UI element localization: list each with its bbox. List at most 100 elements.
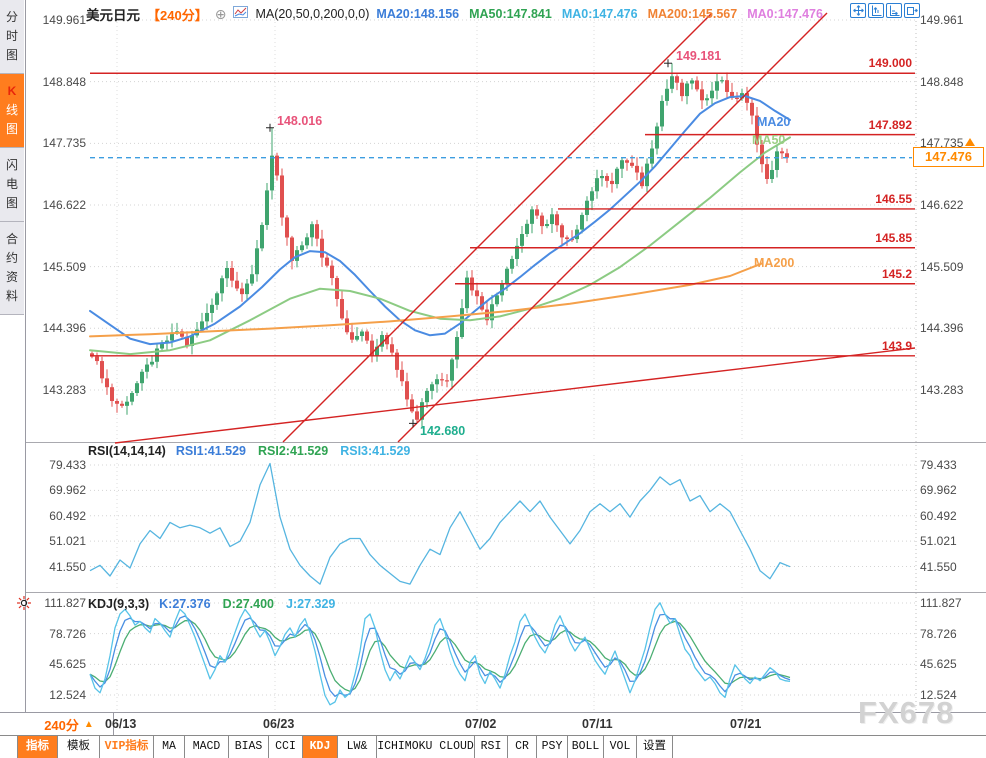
- period-dropdown-icon: ▲: [83, 718, 94, 730]
- compare-add-icon[interactable]: ⊕: [214, 6, 227, 22]
- ma-value: MA50:147.841: [469, 7, 552, 21]
- kdj-axis-label: 111.827: [920, 596, 962, 610]
- level-price-label: 145.85: [875, 230, 912, 245]
- ma-line-label: MA50: [752, 133, 786, 147]
- price-axis-label: 146.622: [920, 197, 964, 212]
- toolbar-item-bias[interactable]: BIAS: [229, 736, 269, 758]
- date-label: 07/02: [465, 717, 497, 731]
- kdj-title: KDJ(9,3,3): [88, 597, 150, 611]
- bottom-toolbar: 指标 模板 VIP指标 MA MACD BIAS CCI KDJ LW& ICHIMOKU CLO…: [0, 735, 986, 758]
- date-label: 07/11: [582, 717, 613, 731]
- toolbar-spacer: [0, 736, 18, 758]
- level-price-label: 146.55: [875, 191, 912, 206]
- kdj-axis-label: 78.726: [920, 626, 957, 641]
- kdj-axis-label: 45.625: [49, 657, 86, 672]
- kdj-axis-label: 45.625: [920, 657, 957, 672]
- price-axis-label: 147.735: [42, 136, 86, 151]
- rsi-axis-label: 79.433: [920, 458, 957, 472]
- current-price-box: 147.476: [913, 147, 984, 167]
- level-price-label: 147.892: [868, 117, 912, 132]
- kdj-axis-label: 12.524: [49, 688, 86, 703]
- toolbar-item-indicator[interactable]: 指标: [18, 736, 58, 758]
- rsi-values: RSI1:41.529 RSI2:41.529 RSI3:41.529: [176, 444, 423, 458]
- rsi-axis-label: 51.021: [920, 534, 957, 549]
- date-label: 07/21: [730, 717, 762, 731]
- price-axis-label: 148.848: [42, 74, 86, 89]
- rsi-axis-label: 51.021: [49, 534, 86, 549]
- toolbar-item-cci[interactable]: CCI: [269, 736, 303, 758]
- kdj-axis-label: 12.524: [920, 688, 957, 703]
- fx678-watermark: FX678: [858, 695, 955, 730]
- toolbar-item-vip-indicator[interactable]: VIP指标: [100, 736, 154, 758]
- level-price-label: 143.9: [881, 338, 912, 353]
- toolbar-item-template[interactable]: 模板: [58, 736, 100, 758]
- rsi-title: RSI(14,14,14): [88, 444, 166, 458]
- price-axis-label: 149.961: [42, 13, 86, 27]
- reset-view-icon[interactable]: [904, 3, 920, 18]
- zoom-y-axis-icon[interactable]: [868, 3, 884, 18]
- rsi-panel-header: RSI(14,14,14) RSI1:41.529 RSI2:41.529 RSI3…: [88, 444, 422, 458]
- toolbar-item-settings[interactable]: 设置: [637, 736, 673, 758]
- price-axis-label: 144.396: [42, 321, 86, 336]
- sidebar-tab-contract[interactable]: 合约资料: [0, 222, 24, 315]
- instrument-title: 美元日元: [86, 8, 140, 23]
- date-label: 06/23: [263, 717, 295, 731]
- indicator-value: RSI3:41.529: [340, 444, 411, 458]
- sidebar-tab-time-share[interactable]: 分时图: [0, 0, 24, 74]
- indicator-value: J:27.329: [286, 597, 336, 611]
- toolbar-item-boll[interactable]: BOLL: [568, 736, 604, 758]
- drawn-levels-group: [90, 12, 916, 444]
- rsi-axis-label: 41.550: [920, 559, 957, 574]
- pan-icon[interactable]: [850, 3, 866, 18]
- rsi-axis-label: 60.492: [49, 508, 86, 523]
- level-price-label: 145.2: [881, 266, 912, 281]
- toolbar-item-macd[interactable]: MACD: [185, 736, 229, 758]
- rsi-axis-label: 69.962: [49, 483, 86, 498]
- price-axis-label: 147.735: [920, 136, 964, 151]
- annotation-label: 148.016: [277, 114, 323, 128]
- indicator-value: RSI2:41.529: [258, 444, 329, 458]
- ma-line-label: MA200: [754, 256, 795, 270]
- rsi-axis-label: 41.550: [49, 559, 86, 574]
- price-axis-label: 146.622: [42, 197, 86, 212]
- rsi-axis-label: 69.962: [920, 483, 957, 498]
- price-axis-label: 143.283: [42, 382, 86, 397]
- kdj-values: K:27.376 D:27.400 J:27.329: [159, 597, 347, 611]
- period-selector[interactable]: 240分 ▲: [25, 713, 114, 735]
- kdj-axis-label: 111.827: [44, 596, 86, 610]
- kdj-settings-icon[interactable]: [16, 595, 32, 611]
- indicator-value: D:27.400: [222, 597, 275, 611]
- price-axis-label: 148.848: [920, 74, 964, 89]
- zoom-x-axis-icon[interactable]: [886, 3, 902, 18]
- toolbar-item-ma[interactable]: MA: [154, 736, 185, 758]
- toolbar-item-lw[interactable]: LW&: [338, 736, 377, 758]
- ma-formula: MA(20,50,0,200,0,0): [255, 7, 370, 21]
- price-axis-label: 149.961: [920, 13, 964, 27]
- candles-group: [90, 63, 789, 429]
- date-label: 06/13: [105, 717, 137, 731]
- kdj-panel-header: KDJ(9,3,3) K:27.376 D:27.400 J:27.329: [88, 597, 347, 611]
- sidebar-tab-lightning[interactable]: 闪电图: [0, 148, 24, 222]
- indicator-value: RSI1:41.529: [175, 444, 247, 458]
- current-price-value: 147.476: [925, 149, 972, 164]
- annotation-label: 142.680: [420, 424, 466, 438]
- toolbar-item-ichimoku-cloud[interactable]: ICHIMOKU CLOUD: [377, 736, 475, 758]
- toolbar-item-rsi[interactable]: RSI: [475, 736, 508, 758]
- toolbar-item-vol[interactable]: VOL: [604, 736, 637, 758]
- ma-value: MA200:145.567: [647, 7, 738, 21]
- price-up-arrow-icon: [965, 138, 975, 146]
- ma-lines-group: [89, 95, 791, 356]
- price-axis-label: 144.396: [920, 321, 964, 336]
- rsi-axis-label: 79.433: [49, 458, 86, 472]
- toolbar-item-cr[interactable]: CR: [508, 736, 537, 758]
- chart-header: 美元日元 【240分】 ⊕ MA(20,50,0,200,0,0) MA20:1…: [86, 2, 833, 26]
- rsi-axis-label: 60.492: [920, 508, 957, 523]
- ma-line-label: MA20: [757, 115, 791, 129]
- period-text: 240分: [44, 717, 79, 733]
- toolbar-item-psy[interactable]: PSY: [537, 736, 568, 758]
- toolbar-item-kdj[interactable]: KDJ: [303, 736, 338, 758]
